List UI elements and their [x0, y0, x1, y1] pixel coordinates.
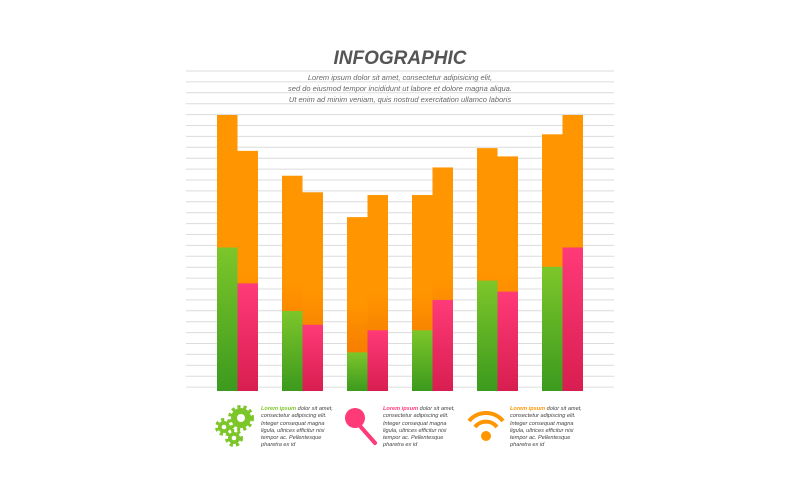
caption-lead: Lorem ipsum [261, 406, 297, 412]
subtitle-line: Lorem ipsum dolor sit amet, consectetur … [307, 73, 493, 82]
bar-right-lower [367, 330, 388, 391]
page-title: INFOGRAPHIC [333, 48, 467, 69]
subtitle-line: Ut enim ad minim veniam, quis nostrud ex… [288, 95, 512, 104]
subtitle-line: sed do eiusmod tempor incididunt ut labo… [288, 84, 512, 93]
bar-left-upper [347, 217, 368, 391]
bar-right-lower [562, 247, 583, 391]
wifi-icon [467, 410, 505, 441]
caption-text: dolor sit amet, consectetur adipiscing e… [383, 406, 455, 449]
caption-text: dolor sit amet, consectetur adipiscing e… [510, 406, 582, 449]
magnifier-icon [345, 408, 377, 445]
caption: Lorem ipsum dolor sit amet, consectetur … [510, 406, 586, 450]
bar-left-lower [412, 330, 433, 391]
bar-left-lower [282, 310, 303, 391]
bar-right-lower [237, 283, 258, 391]
bar-right-lower [432, 299, 453, 391]
bar-left-lower [217, 247, 238, 391]
caption: Lorem ipsum dolor sit amet, consectetur … [383, 406, 459, 450]
caption-lead: Lorem ipsum [510, 406, 546, 412]
bar-left-lower [347, 352, 368, 391]
gears-icon [215, 405, 254, 447]
caption-text: dolor sit amet, consectetur adipiscing e… [261, 406, 333, 449]
bar-left-lower [477, 280, 498, 391]
bar-right-lower [497, 291, 518, 391]
caption-lead: Lorem ipsum [383, 406, 419, 412]
bar-left-lower [542, 266, 563, 391]
caption: Lorem ipsum dolor sit amet, consectetur … [261, 406, 337, 450]
bar-right-lower [302, 324, 323, 391]
